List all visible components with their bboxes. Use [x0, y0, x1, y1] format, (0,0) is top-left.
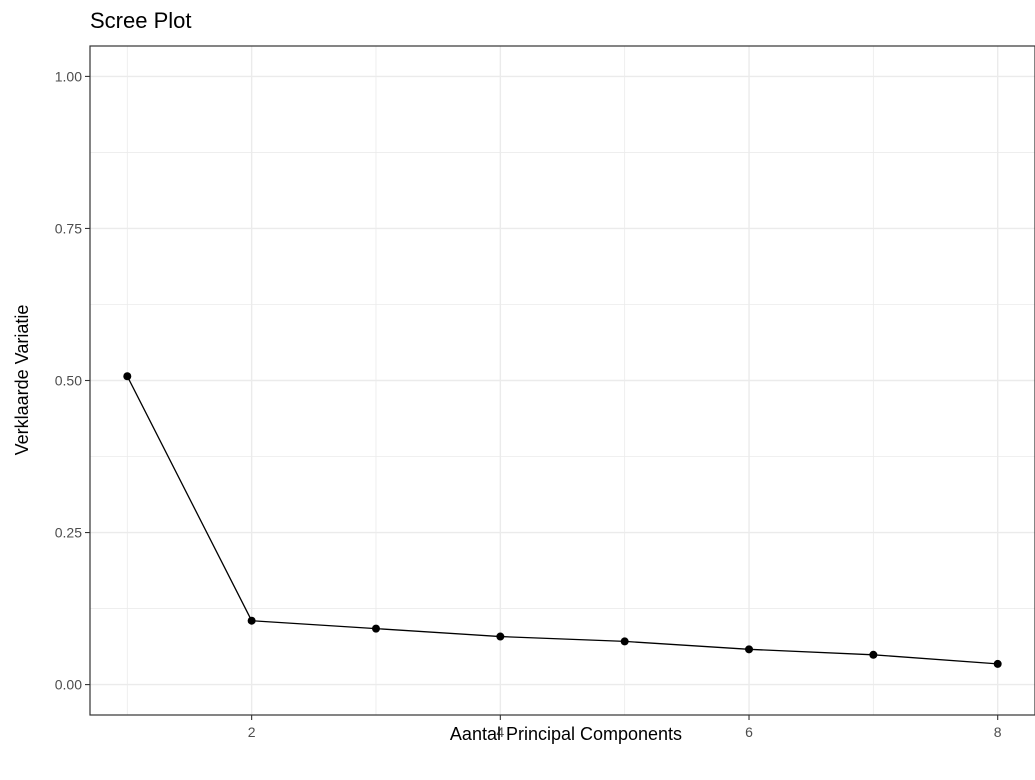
x-tick-label-8: 8: [994, 724, 1002, 740]
y-axis-ticks: 0.00 0.25 0.50 0.75 1.00: [55, 68, 90, 693]
data-point-8: [993, 659, 1002, 668]
data-point-5: [620, 637, 629, 646]
grid-major: [90, 46, 1035, 715]
data-point-1: [123, 372, 132, 381]
chart-title: Scree Plot: [90, 8, 192, 33]
data-point-7: [869, 650, 878, 659]
y-axis-title: Verklaarde Variatie: [12, 305, 32, 456]
x-tick-label-2: 2: [248, 724, 256, 740]
series-line-0: [126, 375, 998, 665]
data-point-3: [371, 624, 380, 633]
x-axis-ticks: 2 4 6 8: [248, 715, 1002, 740]
y-tick-label-0.50: 0.50: [55, 373, 82, 389]
y-tick-label-0.00: 0.00: [55, 677, 82, 693]
x-tick-label-4: 4: [496, 724, 504, 740]
grid-minor: [90, 46, 1035, 715]
series-layer: [123, 372, 1002, 668]
x-tick-label-6: 6: [745, 724, 753, 740]
data-point-4: [496, 632, 505, 641]
y-tick-label-1.00: 1.00: [55, 68, 82, 84]
data-point-6: [745, 645, 754, 654]
y-tick-label-0.75: 0.75: [55, 220, 82, 236]
data-point-2: [247, 616, 256, 625]
x-axis-title: Aantal Principal Components: [450, 724, 682, 744]
y-tick-label-0.25: 0.25: [55, 525, 82, 541]
